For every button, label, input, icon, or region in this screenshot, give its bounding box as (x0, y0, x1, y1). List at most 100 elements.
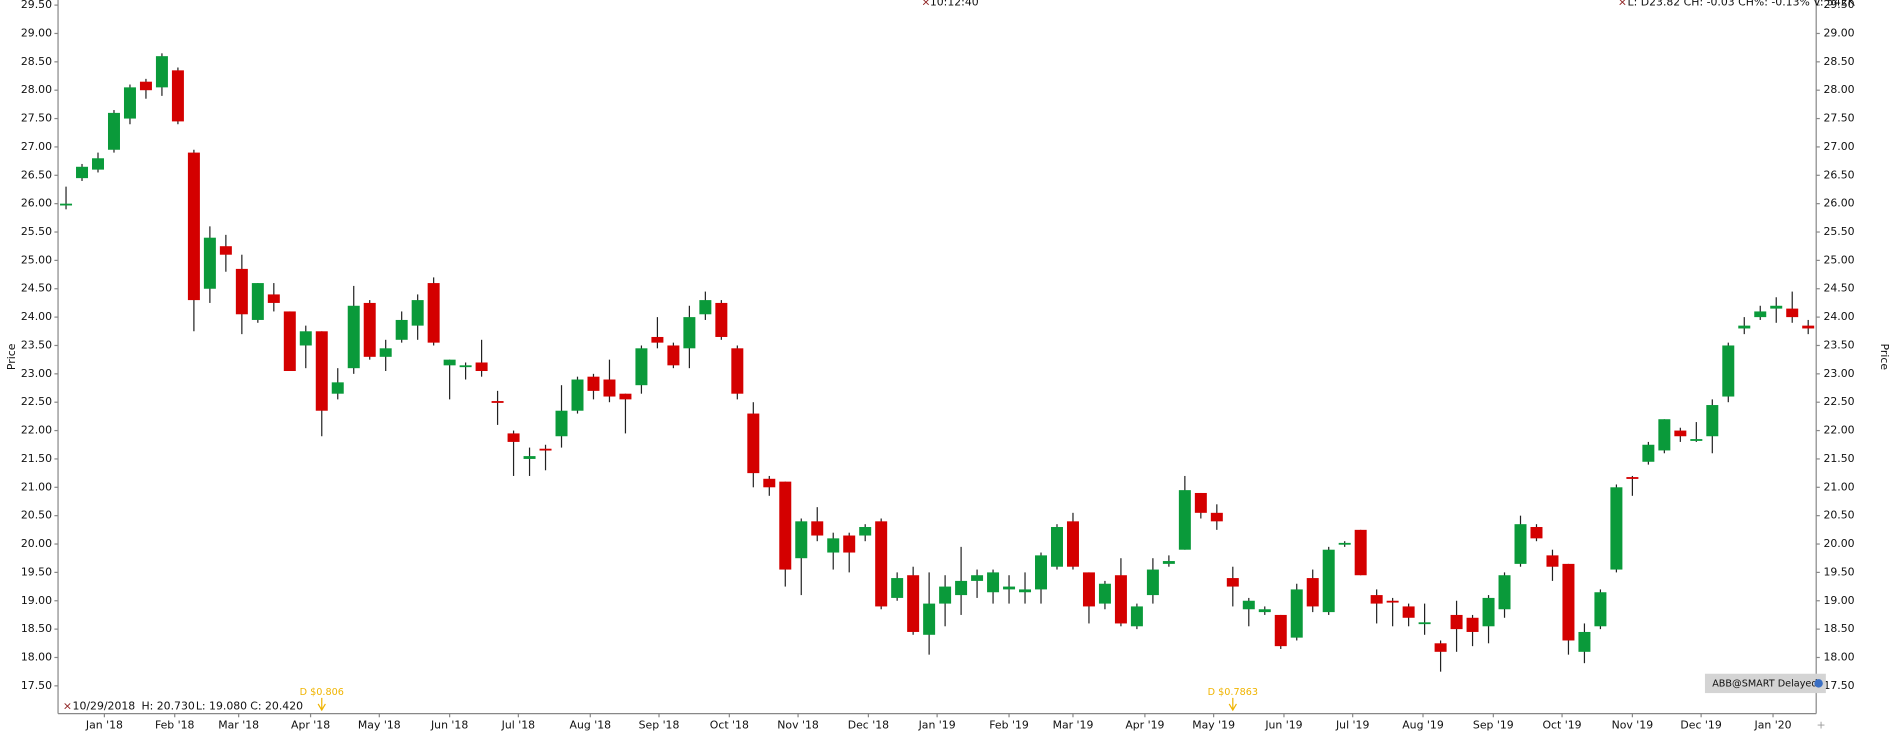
candle-body (187, 152, 200, 301)
candle-body (1019, 589, 1032, 593)
candle-body (123, 87, 136, 119)
candle-body (283, 311, 296, 372)
candle-body (1418, 622, 1431, 625)
y-tick-label-right: 21.00 (1823, 480, 1854, 493)
candle-body (891, 578, 904, 598)
candle-body (1290, 589, 1303, 638)
candle-body (875, 521, 888, 607)
y-tick-label-right: 26.50 (1823, 168, 1854, 181)
candle-body (603, 379, 616, 397)
y-tick-label: 19.00 (21, 594, 52, 607)
dividend-arrow (317, 697, 326, 712)
x-tick-label: Apr '19 (1125, 719, 1164, 732)
x-tick-label: Dec '18 (848, 719, 889, 732)
candle-body (1578, 631, 1591, 652)
candle-body (251, 283, 264, 320)
x-tick-label: May '19 (1192, 719, 1235, 732)
candle-body (1738, 325, 1751, 329)
info-high: H: 20.730 (141, 699, 194, 712)
y-tick-label: 22.50 (21, 395, 52, 408)
candle-body (1306, 578, 1319, 607)
info-close: C: 20.420 (250, 699, 303, 712)
y-tick-label-right: 26.00 (1823, 197, 1854, 210)
dividend-arrow (1228, 697, 1237, 712)
candle-body (1162, 561, 1175, 564)
candle-body (955, 580, 968, 596)
candle-body (1482, 597, 1495, 627)
candle-body (155, 56, 168, 88)
y-tick-label-right: 29.00 (1823, 26, 1854, 39)
x-tick-label: Sep '18 (639, 719, 680, 732)
candle-body (1386, 600, 1399, 603)
y-tick-label-right: 23.00 (1823, 367, 1854, 380)
info-icon: × (63, 699, 72, 712)
candle-body (363, 302, 376, 357)
y-tick-label: 26.00 (21, 197, 52, 210)
candle-body (1786, 308, 1799, 318)
y-tick-label: 28.00 (21, 83, 52, 96)
y-tick-label-right: 21.50 (1823, 452, 1854, 465)
x-tick-label: Jul '18 (501, 719, 535, 732)
candle-body (971, 575, 984, 581)
candle-body (411, 300, 424, 326)
candle-body (1354, 529, 1367, 576)
candle-body (795, 521, 808, 559)
candle-body (1770, 305, 1783, 309)
y-tick-label-right: 23.50 (1823, 338, 1854, 351)
candle-body (1130, 606, 1143, 627)
candle-body (923, 603, 936, 635)
candle-body (1450, 614, 1463, 630)
candle-body (1226, 578, 1239, 587)
candle-body (1434, 643, 1447, 652)
y-tick-label: 29.00 (21, 26, 52, 39)
candle-body (92, 158, 104, 170)
y-tick-label-right: 22.50 (1823, 395, 1854, 408)
candle-body (491, 401, 504, 403)
candle-body (1514, 524, 1527, 564)
candle-body (1674, 430, 1687, 437)
candle-body (315, 331, 328, 411)
candle-body (1562, 563, 1575, 641)
candle-body (1338, 542, 1351, 545)
crosshair-icon: × (921, 0, 930, 8)
y-tick-label: 22.00 (21, 424, 52, 437)
candle-body (555, 410, 568, 437)
y-tick-label-right: 20.00 (1823, 537, 1854, 550)
y-tick-label: 21.50 (21, 452, 52, 465)
x-tick-label: Nov '18 (777, 719, 819, 732)
corner-icon[interactable]: + (1816, 719, 1825, 732)
y-tick-label-right: 28.00 (1823, 83, 1854, 96)
candle-body (171, 70, 184, 122)
candle-body (475, 362, 488, 372)
candle-body (1610, 487, 1623, 570)
y-tick-label-right: 18.00 (1823, 650, 1854, 663)
y-tick-label: 18.50 (21, 622, 52, 635)
y-tick-label-right: 28.50 (1823, 55, 1854, 68)
candle-body (811, 521, 824, 536)
y-tick-label-right: 22.00 (1823, 424, 1854, 437)
candle-body (1146, 569, 1159, 596)
quote: L: D23.82 CH: -0.03 CH%: -0.13% V: 542K (1628, 0, 1856, 8)
x-tick-label: Nov '19 (1612, 719, 1654, 732)
candle-body (203, 237, 216, 289)
x-tick-label: Aug '18 (570, 719, 612, 732)
candle-body (1498, 575, 1511, 610)
candle-body (219, 246, 232, 255)
y-tick-label: 25.50 (21, 225, 52, 238)
candle-body (683, 317, 696, 349)
x-tick-label: Jan '18 (85, 719, 123, 732)
candle-body (1050, 527, 1063, 567)
y-tick-label: 25.00 (21, 253, 52, 266)
info-low: L: 19.080 (196, 699, 247, 712)
candle-body (1322, 549, 1335, 613)
candle-body (1035, 555, 1048, 590)
candle-body (1402, 606, 1415, 618)
quote-icon: × (1618, 0, 1627, 8)
candle-body (395, 319, 408, 340)
y-tick-label-right: 27.50 (1823, 112, 1854, 125)
badge-box (1704, 673, 1826, 694)
candle-body (139, 81, 152, 91)
x-tick-label: Oct '19 (1543, 719, 1582, 732)
candle-body (1082, 572, 1095, 607)
badge: ABB@SMART Delayed (1712, 678, 1817, 689)
